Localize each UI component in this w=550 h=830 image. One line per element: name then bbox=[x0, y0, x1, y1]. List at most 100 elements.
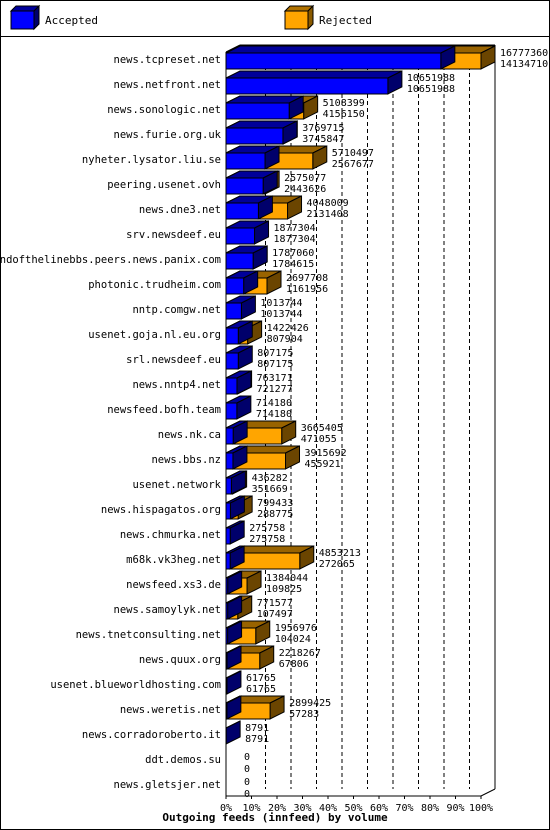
value-label-offered: 1787060 bbox=[272, 248, 314, 259]
category-label: newsfeed.bofh.team bbox=[107, 404, 221, 416]
bar-accepted-top bbox=[225, 70, 403, 79]
value-label-accepted: 104024 bbox=[275, 634, 311, 645]
value-label-accepted: 107497 bbox=[257, 609, 293, 620]
value-label-offered: 61765 bbox=[246, 673, 276, 684]
value-label-offered: 16777360 bbox=[500, 48, 548, 59]
value-label-offered: 5108399 bbox=[323, 98, 365, 109]
bar-accepted-front bbox=[225, 102, 290, 120]
value-label-accepted: 67806 bbox=[279, 659, 309, 670]
bar-accepted-front bbox=[225, 277, 245, 295]
category-label: news.sonologic.net bbox=[107, 104, 221, 116]
category-label: news.tcpreset.net bbox=[114, 54, 221, 66]
value-label-accepted: 1877304 bbox=[274, 234, 316, 245]
value-label-accepted: 1784615 bbox=[272, 259, 314, 270]
category-label: news.nk.ca bbox=[158, 429, 221, 441]
value-label-accepted: 275758 bbox=[249, 534, 285, 545]
category-label: news.hispagatos.org bbox=[101, 504, 221, 516]
value-label-accepted: 807904 bbox=[267, 334, 303, 345]
value-label-accepted: 3745847 bbox=[302, 134, 344, 145]
bar-group bbox=[225, 120, 298, 145]
bar-group bbox=[225, 420, 297, 445]
value-label-accepted: 721277 bbox=[257, 384, 293, 395]
legend-rejected: Rejected bbox=[283, 4, 372, 31]
bar-group bbox=[225, 570, 262, 595]
value-label-accepted: 1013744 bbox=[260, 309, 302, 320]
category-label: news.netfront.net bbox=[114, 79, 221, 91]
value-label-offered: 275758 bbox=[249, 523, 285, 534]
value-label-accepted: 14134710 bbox=[500, 59, 548, 70]
category-label: srv.newsdeef.eu bbox=[126, 229, 221, 241]
value-label-offered: 5710497 bbox=[332, 148, 374, 159]
category-label: news.chmurka.net bbox=[120, 529, 221, 541]
category-label: news.dne3.net bbox=[139, 204, 221, 216]
value-label-offered: 8791 bbox=[245, 723, 269, 734]
bar-group bbox=[225, 195, 303, 220]
x-axis: 0% 10% 20% 30% 40% 50% 60% 70% 80% 90% 100% bbox=[220, 796, 493, 814]
bar-group bbox=[225, 295, 256, 320]
value-label-accepted: 4156150 bbox=[323, 109, 365, 120]
bar-group bbox=[225, 520, 245, 545]
bar-group bbox=[225, 495, 253, 520]
bar-group bbox=[225, 245, 268, 270]
bar-accepted-front bbox=[225, 602, 229, 620]
legend-accepted: Accepted bbox=[9, 4, 98, 31]
value-label-accepted: 288775 bbox=[257, 509, 293, 520]
category-label: news.samoylyk.net bbox=[114, 604, 221, 616]
legend-rejected-swatch bbox=[284, 10, 309, 30]
bar-accepted-front bbox=[225, 152, 266, 170]
frame-top-left bbox=[225, 44, 241, 53]
value-label-offered: 4853213 bbox=[319, 548, 361, 559]
category-label: news.weretis.net bbox=[120, 704, 221, 716]
value-label-offered: 3769715 bbox=[302, 123, 344, 134]
frame-bottom-right bbox=[480, 788, 496, 797]
value-label-offered: 714180 bbox=[256, 398, 292, 409]
bar-accepted-top bbox=[225, 45, 456, 54]
legend: Accepted Rejected bbox=[9, 4, 372, 31]
bar-accepted-front bbox=[225, 502, 231, 520]
value-label-accepted: 1161956 bbox=[286, 284, 328, 295]
x-tick-label: 10% bbox=[242, 803, 260, 814]
category-label: ddt.demos.su bbox=[145, 754, 221, 766]
category-label: m68k.vk3heg.net bbox=[126, 554, 221, 566]
bar-group bbox=[225, 45, 496, 70]
value-label-offered: 763171 bbox=[257, 373, 293, 384]
value-label-accepted: 455921 bbox=[305, 459, 341, 470]
legend-accepted-swatch bbox=[10, 10, 35, 30]
x-axis-title: Outgoing feeds (innfeed) by volume bbox=[162, 811, 388, 824]
x-tick-label: 100% bbox=[469, 803, 493, 814]
bar-group bbox=[225, 395, 252, 420]
bar-group bbox=[225, 170, 280, 195]
value-label-accepted: 0 bbox=[244, 789, 250, 800]
bar-group bbox=[225, 70, 403, 95]
category-label: usenet.network bbox=[132, 479, 221, 491]
category-label: nntp.comgw.net bbox=[132, 304, 221, 316]
legend-accepted-label: Accepted bbox=[45, 14, 98, 27]
value-label-offered: 1877304 bbox=[274, 223, 316, 234]
category-label: srl.newsdeef.eu bbox=[126, 354, 221, 366]
bar-group bbox=[225, 145, 328, 170]
value-label-offered: 799433 bbox=[257, 498, 293, 509]
value-label-accepted: 109825 bbox=[266, 584, 302, 595]
category-label: news.bbs.nz bbox=[151, 454, 221, 466]
bar-accepted-front bbox=[225, 77, 389, 95]
value-label-offered: 807175 bbox=[257, 348, 293, 359]
value-label-offered: 1013744 bbox=[260, 298, 302, 309]
value-label-accepted: 57283 bbox=[289, 709, 319, 720]
x-tick-label: 70% bbox=[395, 803, 413, 814]
bar-group bbox=[225, 645, 275, 670]
bar-accepted-front bbox=[225, 477, 232, 495]
bar-accepted-front bbox=[225, 252, 254, 270]
x-tick-label: 60% bbox=[370, 803, 388, 814]
bar-group bbox=[225, 320, 263, 345]
category-label: news.corradoroberto.it bbox=[82, 729, 221, 741]
value-label-accepted: 8791 bbox=[245, 734, 269, 745]
bars bbox=[225, 45, 496, 745]
bar-accepted-front bbox=[225, 627, 229, 645]
bar-accepted-front bbox=[225, 527, 231, 545]
value-label-accepted: 61765 bbox=[246, 684, 276, 695]
x-tick-label: 0% bbox=[220, 803, 232, 814]
bar-accepted-front bbox=[225, 452, 234, 470]
value-label-offered: 2218267 bbox=[279, 648, 321, 659]
category-label: nyheter.lysator.liu.se bbox=[82, 154, 221, 166]
